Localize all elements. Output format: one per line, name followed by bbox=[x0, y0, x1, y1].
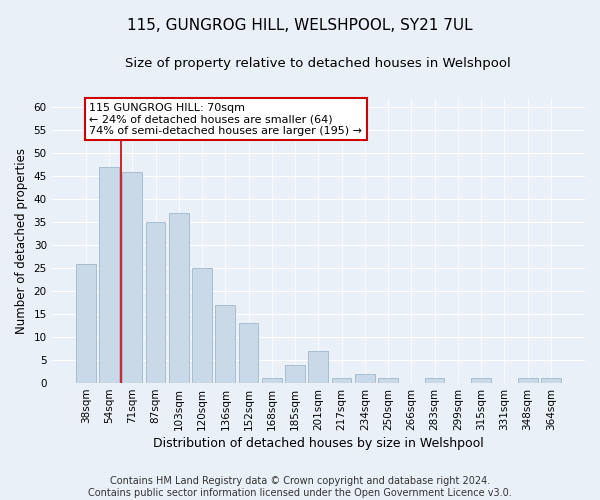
Bar bbox=[262, 378, 282, 383]
Bar bbox=[285, 364, 305, 383]
Bar bbox=[76, 264, 95, 383]
Bar bbox=[146, 222, 166, 383]
Bar bbox=[169, 213, 188, 383]
Bar bbox=[425, 378, 445, 383]
Bar bbox=[99, 167, 119, 383]
Bar bbox=[355, 374, 375, 383]
Bar bbox=[215, 305, 235, 383]
Bar bbox=[471, 378, 491, 383]
Bar bbox=[308, 351, 328, 383]
Bar bbox=[122, 172, 142, 383]
Y-axis label: Number of detached properties: Number of detached properties bbox=[15, 148, 28, 334]
Bar bbox=[518, 378, 538, 383]
Bar bbox=[378, 378, 398, 383]
Bar bbox=[192, 268, 212, 383]
X-axis label: Distribution of detached houses by size in Welshpool: Distribution of detached houses by size … bbox=[153, 437, 484, 450]
Text: Contains HM Land Registry data © Crown copyright and database right 2024.
Contai: Contains HM Land Registry data © Crown c… bbox=[88, 476, 512, 498]
Bar bbox=[541, 378, 561, 383]
Text: 115, GUNGROG HILL, WELSHPOOL, SY21 7UL: 115, GUNGROG HILL, WELSHPOOL, SY21 7UL bbox=[127, 18, 473, 32]
Title: Size of property relative to detached houses in Welshpool: Size of property relative to detached ho… bbox=[125, 58, 511, 70]
Bar bbox=[332, 378, 352, 383]
Bar bbox=[239, 324, 259, 383]
Text: 115 GUNGROG HILL: 70sqm
← 24% of detached houses are smaller (64)
74% of semi-de: 115 GUNGROG HILL: 70sqm ← 24% of detache… bbox=[89, 102, 362, 136]
